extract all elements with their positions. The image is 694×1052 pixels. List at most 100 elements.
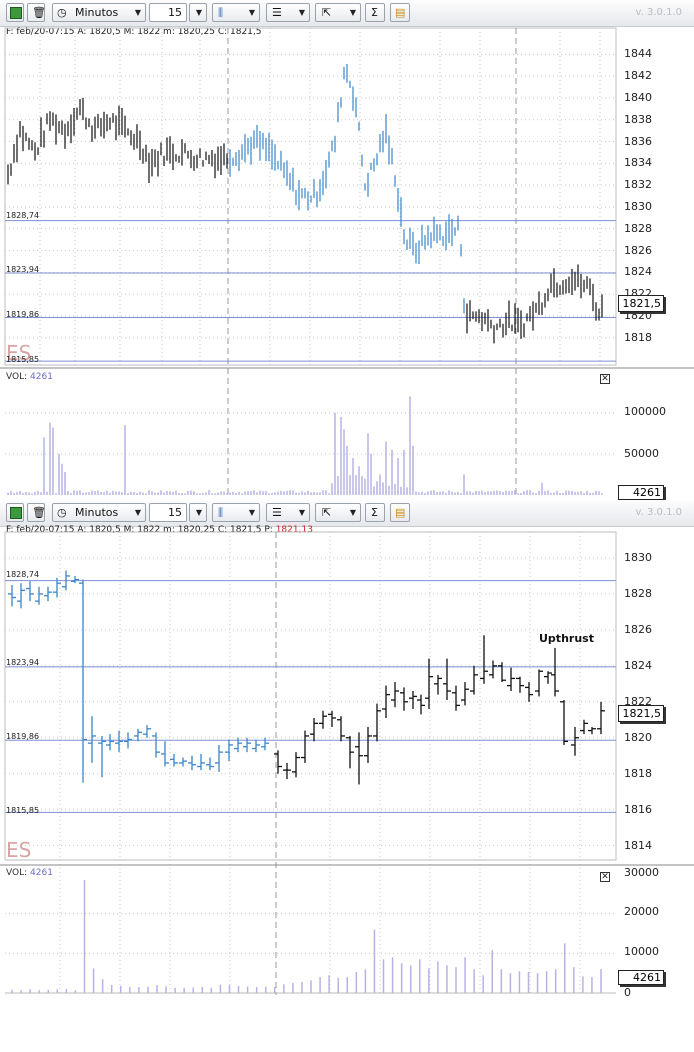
price-tick: 1824 (624, 658, 652, 672)
template-button[interactable]: ▤ (390, 3, 410, 22)
save-button[interactable] (6, 503, 24, 522)
vol-tick: 0 (624, 986, 631, 999)
symbol-label: ES (6, 838, 32, 862)
price-tick: 1814 (624, 838, 652, 852)
chevron-down-icon: ▼ (195, 508, 202, 517)
price-tick: 1834 (624, 156, 652, 170)
price-tick: 1820 (624, 730, 652, 744)
save-button[interactable] (6, 3, 24, 22)
last-price-box: 1821,5 (618, 295, 664, 312)
chevron-down-icon: ▼ (195, 8, 202, 17)
sigma-icon: Σ (371, 506, 378, 519)
top-panel: 🗑 ◷ Minutos ▼ 15 ▼ ⫼ ▼ ☰ ▼ ⇱ ▼ Σ ▤ v. 3.0.1… (0, 0, 694, 500)
interval-dropdown[interactable]: ▼ (189, 3, 207, 22)
version-label: v. 3.0.1.0 (635, 507, 682, 518)
volume-label: VOL: 4261 (6, 372, 53, 382)
price-tick: 1832 (624, 178, 652, 192)
level-label: 1819,86 (6, 310, 40, 319)
symbol-label: ES (6, 341, 32, 365)
bars-icon: ⫼ (218, 6, 224, 19)
vol-tick: 50000 (624, 447, 659, 460)
chart-type-select[interactable]: ⫼ ▼ (212, 503, 260, 522)
price-tick: 1826 (624, 622, 652, 636)
volume-label: VOL: 4261 (6, 868, 53, 878)
price-tick: 1824 (624, 265, 652, 279)
vol-tick: 100000 (624, 405, 666, 418)
price-tick: 1820 (624, 308, 652, 322)
save-icon (10, 7, 22, 19)
timeframe-select[interactable]: ◷ Minutos ▼ (52, 3, 146, 22)
chevron-down-icon: ▼ (248, 508, 255, 517)
price-chart-bottom[interactable] (0, 500, 694, 1005)
price-tick: 1838 (624, 112, 652, 126)
close-icon[interactable]: ✕ (600, 872, 610, 882)
vol-tick: 30000 (624, 866, 659, 879)
bars-icon: ⫼ (218, 506, 224, 519)
clock-icon: ◷ (57, 6, 67, 19)
toolbar-bottom: 🗑 ◷ Minutos ▼ 15 ▼ ⫼ ▼ ☰ ▼ ⇱ ▼ Σ ▤ v. 3.0.1… (0, 500, 694, 527)
folder-icon: ▤ (395, 6, 406, 19)
cursor-select[interactable]: ⇱ ▼ (315, 503, 361, 522)
vol-tick: 20000 (624, 905, 659, 918)
chevron-down-icon: ▼ (349, 508, 356, 517)
price-tick: 1826 (624, 243, 652, 257)
level-label: 1815,85 (6, 355, 40, 364)
price-tick: 1816 (624, 802, 652, 816)
save-icon (10, 507, 22, 519)
interval-value: 15 (168, 6, 182, 19)
trash-icon: 🗑 (32, 6, 46, 19)
version-label: v. 3.0.1.0 (635, 7, 682, 18)
timeframe-label: Minutos (75, 506, 119, 519)
level-label: 1819,86 (6, 732, 40, 741)
studies-select[interactable]: ☰ ▼ (266, 3, 310, 22)
template-button[interactable]: ▤ (390, 503, 410, 522)
toolbar-top: 🗑 ◷ Minutos ▼ 15 ▼ ⫼ ▼ ☰ ▼ ⇱ ▼ Σ ▤ v. 3.0.1… (0, 0, 694, 27)
cursor-icon: ⇱ (322, 6, 332, 19)
cursor-select[interactable]: ⇱ ▼ (315, 3, 361, 22)
chart-frame (4, 531, 617, 861)
price-tick: 1842 (624, 69, 652, 83)
close-icon[interactable]: ✕ (600, 374, 610, 384)
price-tick: 1830 (624, 199, 652, 213)
timeframe-select[interactable]: ◷ Minutos ▼ (52, 503, 146, 522)
price-tick: 1830 (624, 550, 652, 564)
interval-input[interactable]: 15 (149, 503, 187, 522)
volume-box: 4261 (618, 970, 664, 985)
clock-icon: ◷ (57, 506, 67, 519)
chevron-down-icon: ▼ (298, 508, 305, 517)
price-tick: 1836 (624, 134, 652, 148)
price-tick: 1818 (624, 766, 652, 780)
price-tick: 1822 (624, 694, 652, 708)
interval-input[interactable]: 15 (149, 3, 187, 22)
level-label: 1815,85 (6, 806, 40, 815)
chevron-down-icon: ▼ (134, 8, 141, 17)
level-label: 1828,74 (6, 570, 40, 579)
delete-button[interactable]: 🗑 (27, 503, 46, 522)
sum-button[interactable]: Σ (365, 503, 385, 522)
sigma-icon: Σ (371, 6, 378, 19)
cursor-icon: ⇱ (322, 506, 332, 519)
chart-type-select[interactable]: ⫼ ▼ (212, 3, 260, 22)
price-tick: 1828 (624, 221, 652, 235)
volume-box: 4261 (618, 485, 664, 500)
studies-select[interactable]: ☰ ▼ (266, 503, 310, 522)
interval-dropdown[interactable]: ▼ (189, 503, 207, 522)
interval-value: 15 (168, 506, 182, 519)
ohlc-info: F: feb/20-07:15 A: 1820,5 M: 1822 m: 182… (6, 525, 313, 535)
sum-button[interactable]: Σ (365, 3, 385, 22)
delete-button[interactable]: 🗑 (27, 3, 46, 22)
price-tick: 1828 (624, 586, 652, 600)
price-chart-top[interactable] (0, 0, 694, 500)
chevron-down-icon: ▼ (134, 508, 141, 517)
chevron-down-icon: ▼ (349, 8, 356, 17)
level-label: 1823,94 (6, 265, 40, 274)
level-label: 1828,74 (6, 211, 40, 220)
list-icon: ☰ (272, 506, 282, 519)
price-tick: 1844 (624, 47, 652, 61)
list-icon: ☰ (272, 6, 282, 19)
level-label: 1823,94 (6, 658, 40, 667)
vol-tick: 10000 (624, 945, 659, 958)
timeframe-label: Minutos (75, 6, 119, 19)
chevron-down-icon: ▼ (248, 8, 255, 17)
chevron-down-icon: ▼ (298, 8, 305, 17)
